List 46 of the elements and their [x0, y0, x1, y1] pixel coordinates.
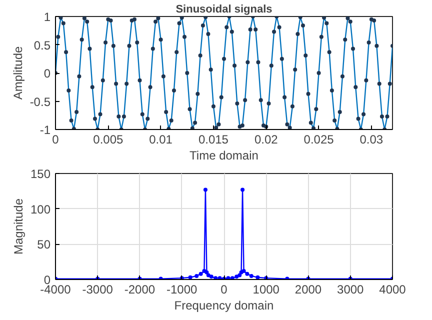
y-axis-title: Amplitude — [10, 46, 25, 100]
chart-title: Sinusoidal signals — [176, 4, 272, 16]
point — [198, 272, 203, 276]
point — [226, 276, 230, 280]
y-tick-label: -0.5 — [30, 94, 51, 109]
x-tick-label: -3000 — [82, 282, 114, 296]
x-tick-label: 0.03 — [360, 132, 384, 146]
x-tick-label: 4000 — [379, 282, 406, 296]
x-tick-label: -4000 — [40, 282, 72, 296]
point — [203, 188, 208, 192]
point — [234, 274, 239, 279]
x-tick-label: 0.02 — [254, 132, 278, 146]
point — [249, 274, 254, 278]
point — [188, 275, 192, 280]
point — [230, 276, 234, 280]
x-tick-label: -2000 — [124, 282, 156, 296]
y-tick-label: 0 — [44, 66, 51, 80]
point — [256, 275, 260, 280]
point — [242, 269, 246, 274]
x-tick-label: -1000 — [166, 282, 198, 296]
y-tick-label: 1 — [44, 10, 51, 24]
x-tick-label: 2000 — [294, 282, 322, 296]
y-axis-title: Magnitude — [11, 198, 26, 255]
point — [204, 270, 209, 274]
y-tick-label: 50 — [37, 238, 51, 252]
x-tick-label: 1000 — [252, 282, 280, 296]
x-tick-label: 0 — [52, 132, 60, 146]
x-tick-label: 0 — [220, 282, 228, 296]
point — [214, 276, 218, 280]
y-tick-label: 100 — [30, 202, 51, 216]
point — [238, 273, 242, 278]
x-tick-label: 0.025 — [304, 132, 334, 146]
x-axis-title: Time domain — [190, 148, 258, 162]
point — [245, 272, 250, 276]
y-tick-label: -1 — [40, 123, 51, 137]
point — [194, 274, 199, 278]
x-tick-label: 3000 — [337, 282, 364, 296]
x-tick-label: 0.015 — [198, 132, 229, 146]
x-tick-label: 0.005 — [93, 132, 124, 146]
point — [209, 274, 214, 279]
x-tick-label: 0.01 — [149, 132, 173, 146]
point — [218, 276, 222, 280]
y-tick-label: 150 — [30, 167, 51, 181]
point — [240, 188, 245, 192]
y-tick-label: 0.5 — [34, 38, 51, 52]
x-axis-title: Frequency domain — [174, 298, 274, 312]
